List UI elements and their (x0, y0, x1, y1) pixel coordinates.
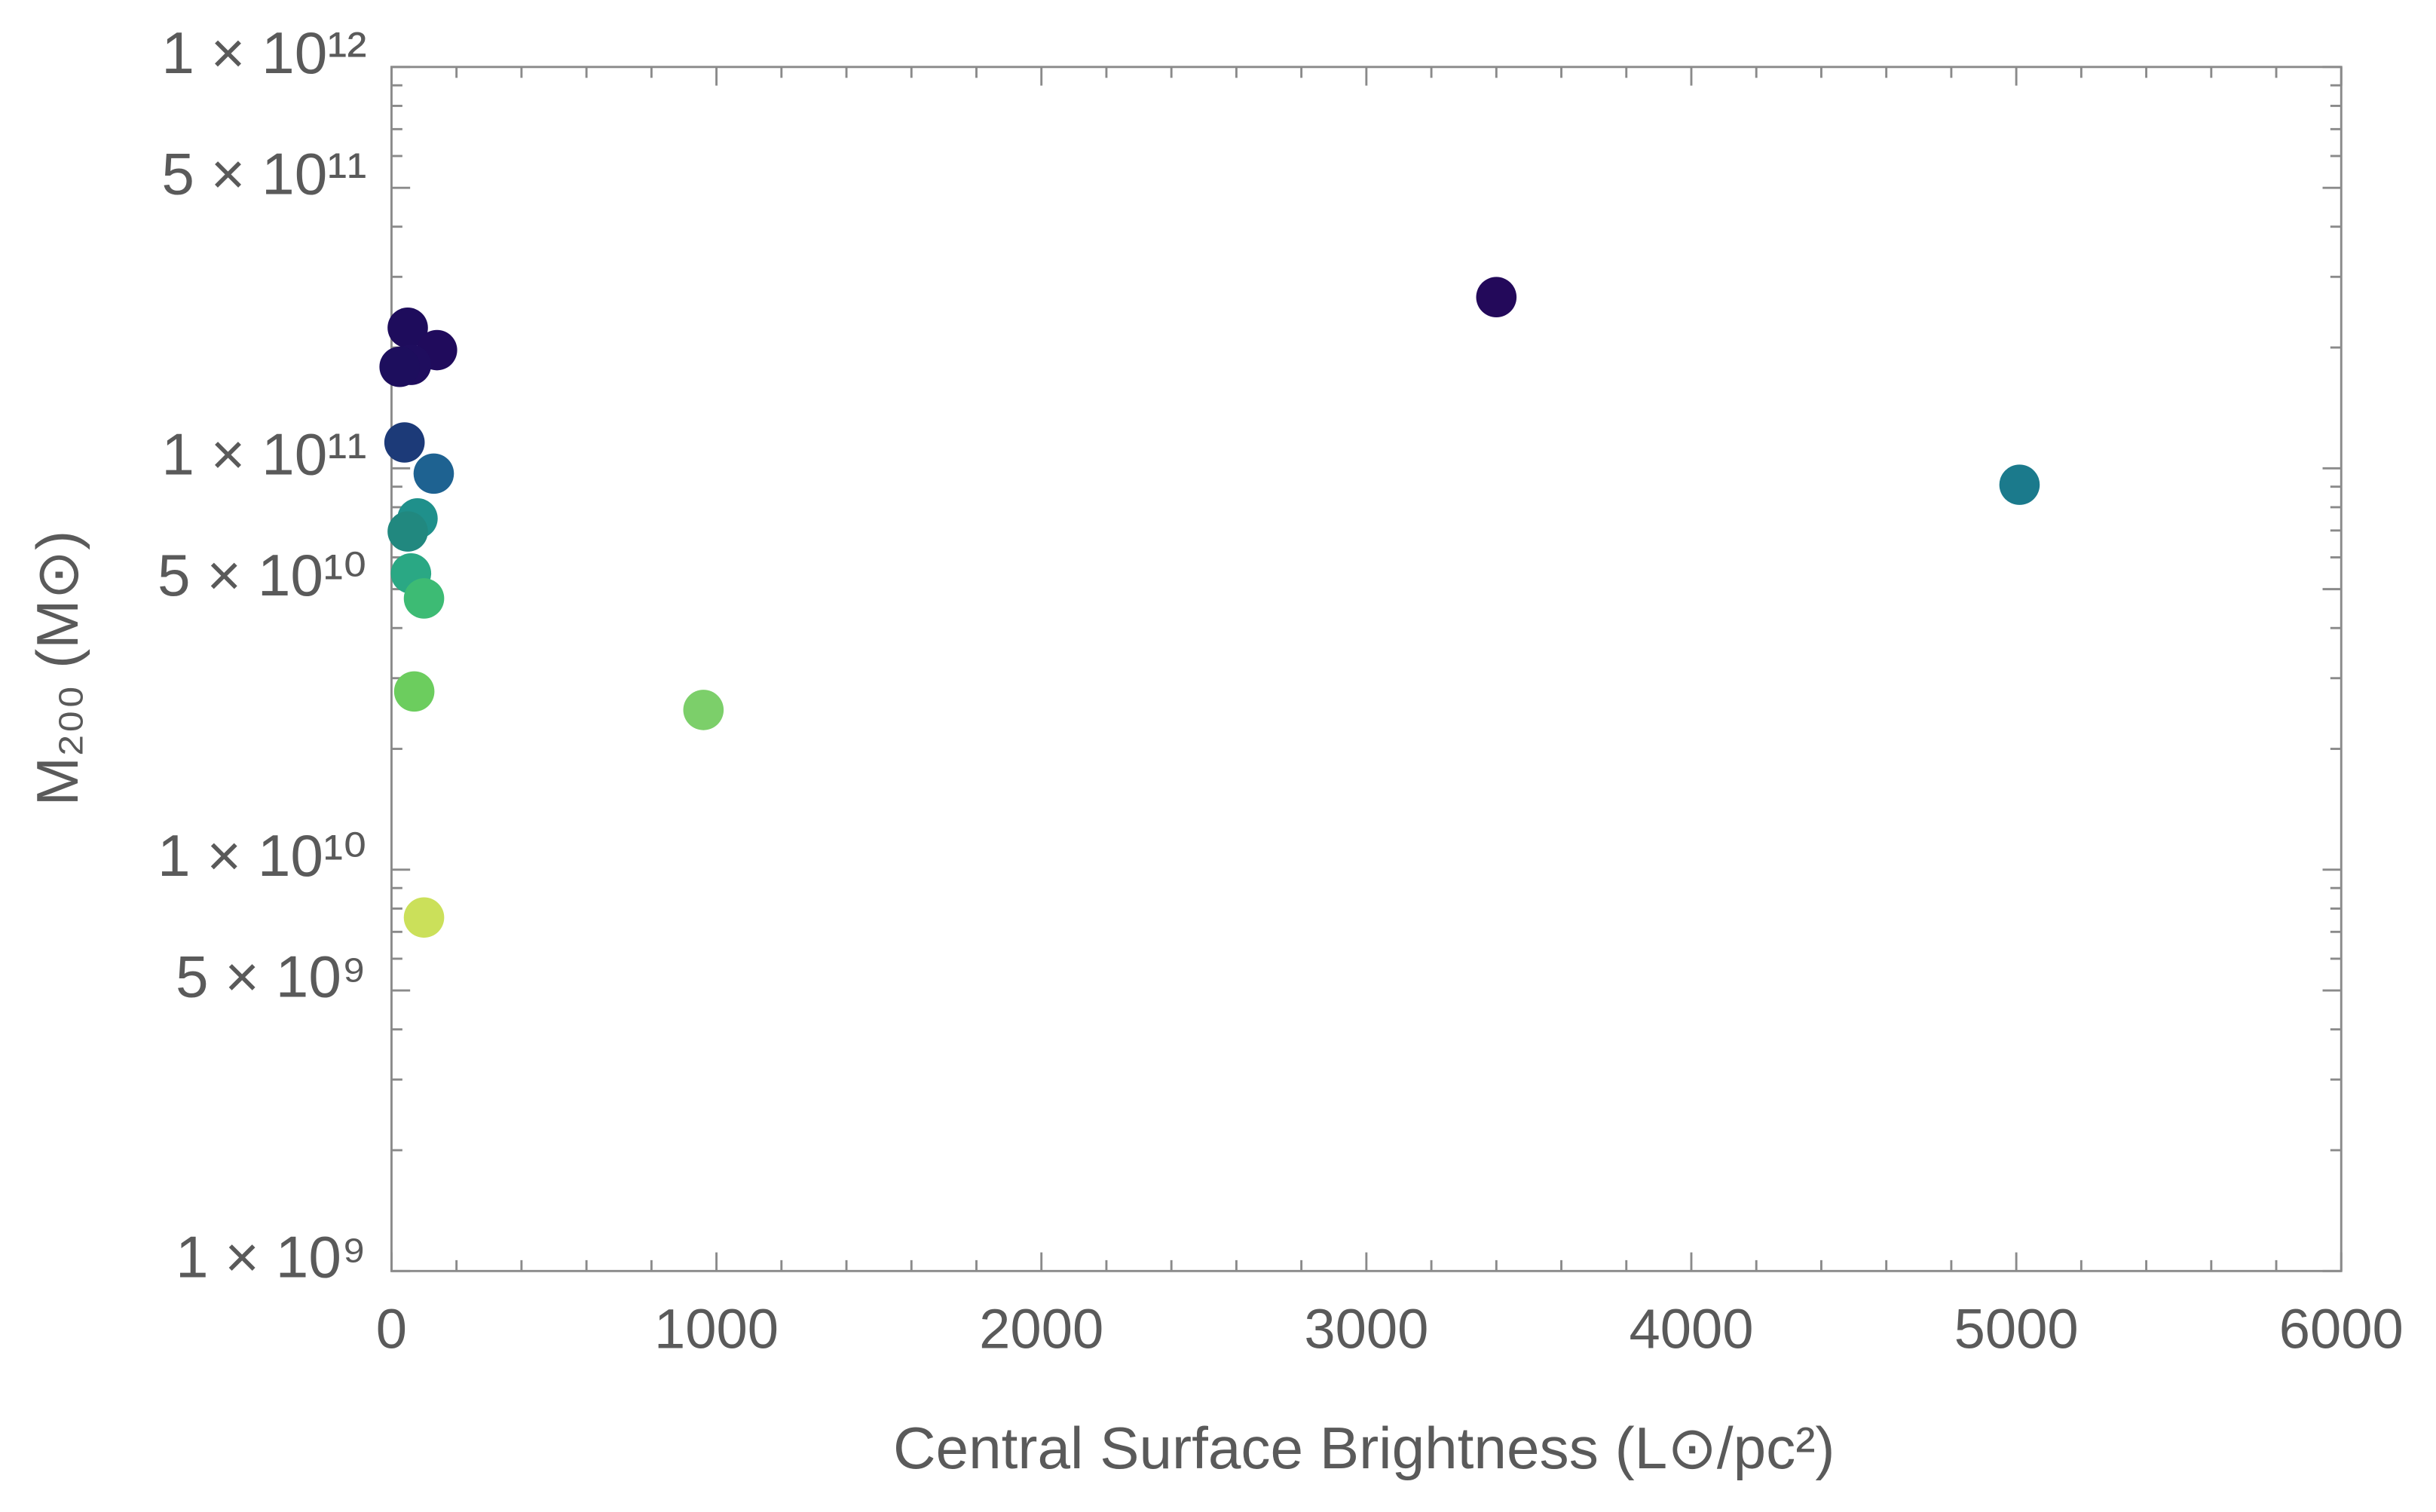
point (393, 671, 435, 712)
y-tick-label: 1 × 10⁹ (176, 1224, 366, 1290)
x-tick-label: 4000 (1629, 1297, 1753, 1360)
y-tick-label: 5 × 10⁹ (176, 943, 366, 1009)
x-tick-label: 2000 (979, 1297, 1103, 1360)
y-tick-label: 5 × 10¹⁰ (158, 542, 366, 608)
y-axis-label: M₂₀₀ (M⊙) (24, 531, 90, 806)
point (683, 690, 724, 730)
y-tick-label: 1 × 10¹² (161, 20, 366, 86)
y-tick-label: 5 × 10¹¹ (161, 140, 366, 207)
point (387, 308, 428, 348)
x-tick-label: 1000 (654, 1297, 779, 1360)
point (1476, 277, 1517, 318)
y-tick-label: 1 × 10¹⁰ (158, 822, 366, 889)
x-axis-label: Central Surface Brightness (L⊙/pc²) (893, 1415, 1835, 1481)
plot-frame (390, 66, 2343, 1272)
point (387, 511, 428, 552)
x-tick-label: 5000 (1954, 1297, 2079, 1360)
y-tick-label: 1 × 10¹¹ (161, 421, 366, 488)
point (1999, 464, 2040, 505)
point (403, 897, 445, 938)
x-tick-label: 3000 (1304, 1297, 1428, 1360)
point (403, 578, 445, 619)
point (384, 422, 425, 463)
point (413, 453, 454, 494)
point (379, 346, 421, 387)
x-tick-label: 0 (376, 1297, 407, 1360)
x-tick-label: 6000 (2279, 1297, 2404, 1360)
